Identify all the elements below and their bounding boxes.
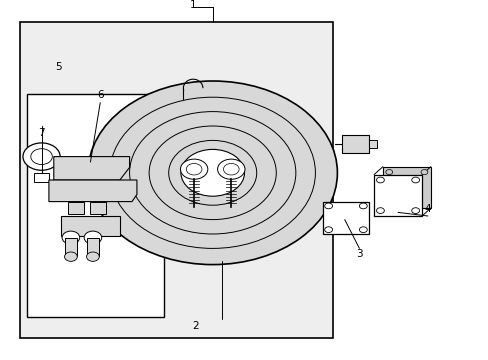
- Bar: [87, 238, 99, 256]
- Polygon shape: [382, 167, 430, 208]
- Bar: [68, 202, 83, 214]
- Bar: [342, 135, 368, 153]
- Circle shape: [359, 227, 366, 233]
- Text: 5: 5: [55, 62, 62, 72]
- Bar: [368, 140, 376, 148]
- Polygon shape: [54, 157, 129, 180]
- Circle shape: [64, 252, 77, 261]
- Circle shape: [186, 163, 202, 175]
- Text: 6: 6: [97, 90, 103, 100]
- Circle shape: [23, 143, 60, 170]
- Bar: [90, 202, 105, 214]
- Text: 1: 1: [189, 0, 196, 10]
- Polygon shape: [373, 175, 421, 216]
- Circle shape: [420, 170, 427, 175]
- Circle shape: [217, 159, 244, 179]
- Text: 7: 7: [38, 128, 45, 138]
- Polygon shape: [322, 202, 368, 234]
- Circle shape: [181, 149, 244, 196]
- Text: 2: 2: [192, 321, 199, 331]
- Circle shape: [223, 163, 239, 175]
- Polygon shape: [49, 180, 137, 202]
- Circle shape: [62, 231, 80, 244]
- Circle shape: [359, 203, 366, 209]
- Circle shape: [411, 177, 419, 183]
- Circle shape: [324, 203, 332, 209]
- Bar: [27, 94, 163, 317]
- Text: 3: 3: [355, 249, 362, 259]
- Circle shape: [88, 81, 337, 265]
- Circle shape: [180, 159, 207, 179]
- Circle shape: [31, 149, 52, 165]
- Circle shape: [385, 170, 392, 175]
- Bar: [20, 22, 332, 338]
- Bar: [34, 173, 49, 182]
- Circle shape: [376, 177, 384, 183]
- Circle shape: [376, 208, 384, 213]
- Circle shape: [411, 208, 419, 213]
- Circle shape: [324, 227, 332, 233]
- Text: 4: 4: [424, 204, 430, 214]
- Bar: [61, 216, 120, 236]
- Circle shape: [86, 252, 99, 261]
- Bar: [65, 238, 77, 256]
- Circle shape: [84, 231, 102, 244]
